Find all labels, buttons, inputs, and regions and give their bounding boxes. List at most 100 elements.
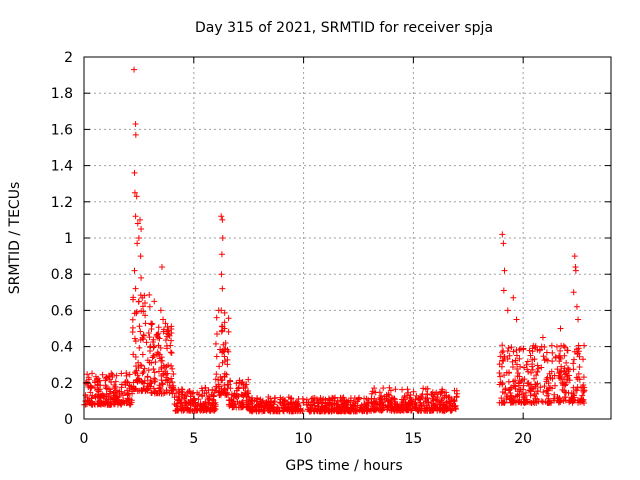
data-point — [254, 395, 261, 402]
data-point — [212, 376, 219, 383]
data-point — [139, 351, 146, 358]
data-point — [99, 371, 106, 378]
data-point — [580, 388, 587, 395]
data-point — [162, 320, 169, 327]
data-point — [159, 357, 166, 364]
data-point — [500, 357, 507, 364]
data-point — [417, 399, 424, 406]
data-point — [224, 346, 231, 353]
data-point — [404, 386, 411, 393]
data-point — [230, 404, 237, 411]
data-point — [89, 392, 96, 399]
chart-title: Day 315 of 2021, SRMTID for receiver spj… — [195, 20, 493, 36]
data-point — [380, 402, 387, 409]
data-point — [411, 403, 418, 410]
data-point — [499, 389, 506, 396]
data-point — [151, 298, 158, 305]
data-point — [577, 398, 584, 405]
data-point — [94, 381, 101, 388]
data-point — [399, 399, 406, 406]
data-point — [202, 400, 209, 407]
data-point — [213, 353, 220, 360]
data-point — [384, 398, 391, 405]
data-point — [227, 378, 234, 385]
data-point — [219, 359, 226, 366]
data-point — [552, 353, 559, 360]
data-point — [249, 394, 256, 401]
data-point — [391, 395, 398, 402]
data-point — [131, 267, 138, 274]
data-point — [510, 348, 517, 355]
data-point — [320, 395, 327, 402]
data-point — [139, 303, 146, 310]
data-point — [393, 402, 400, 409]
data-point — [441, 403, 448, 410]
data-point — [168, 350, 175, 357]
data-point — [570, 390, 577, 397]
data-point — [130, 379, 137, 386]
data-point — [430, 405, 437, 412]
data-point — [243, 381, 250, 388]
data-point — [510, 294, 517, 301]
data-point — [329, 395, 336, 402]
data-point — [443, 389, 450, 396]
data-point — [579, 392, 586, 399]
data-point — [313, 396, 320, 403]
data-point — [508, 344, 515, 351]
data-point — [561, 393, 568, 400]
data-point — [578, 384, 585, 391]
data-point — [535, 365, 542, 372]
data-point — [425, 399, 432, 406]
data-point — [504, 393, 511, 400]
data-point — [130, 294, 137, 301]
data-point — [271, 398, 278, 405]
data-point — [393, 407, 400, 414]
data-point — [527, 386, 534, 393]
data-point — [240, 392, 247, 399]
data-point — [133, 193, 140, 200]
data-point — [169, 365, 176, 372]
data-point — [376, 389, 383, 396]
data-point — [333, 408, 340, 415]
data-point — [516, 391, 523, 398]
data-point — [150, 366, 157, 373]
data-point — [144, 357, 151, 364]
data-point — [187, 406, 194, 413]
data-point — [531, 375, 538, 382]
data-point — [498, 363, 505, 370]
data-point — [289, 408, 296, 415]
data-point — [553, 343, 560, 350]
data-point — [181, 406, 188, 413]
data-point — [134, 240, 141, 247]
data-point — [87, 389, 94, 396]
data-point — [149, 320, 156, 327]
data-point — [228, 401, 235, 408]
data-point — [523, 361, 530, 368]
data-point — [575, 370, 582, 377]
data-point — [103, 385, 110, 392]
data-point — [205, 399, 212, 406]
data-point — [502, 385, 509, 392]
data-point — [437, 390, 444, 397]
data-point — [159, 381, 166, 388]
data-point — [422, 397, 429, 404]
data-point — [171, 401, 178, 408]
x-tick-label: 20 — [514, 431, 532, 447]
data-point — [140, 336, 147, 343]
data-point — [148, 390, 155, 397]
y-tick-label: 0.8 — [51, 267, 73, 283]
data-point — [405, 389, 412, 396]
data-point — [564, 347, 571, 354]
data-point — [509, 358, 516, 365]
data-point — [178, 386, 185, 393]
data-point — [203, 389, 210, 396]
data-point — [304, 401, 311, 408]
data-point — [543, 376, 550, 383]
data-point — [538, 364, 545, 371]
data-point — [576, 363, 583, 370]
data-point — [300, 399, 307, 406]
data-point — [167, 342, 174, 349]
data-point — [178, 391, 185, 398]
data-point — [141, 377, 148, 384]
